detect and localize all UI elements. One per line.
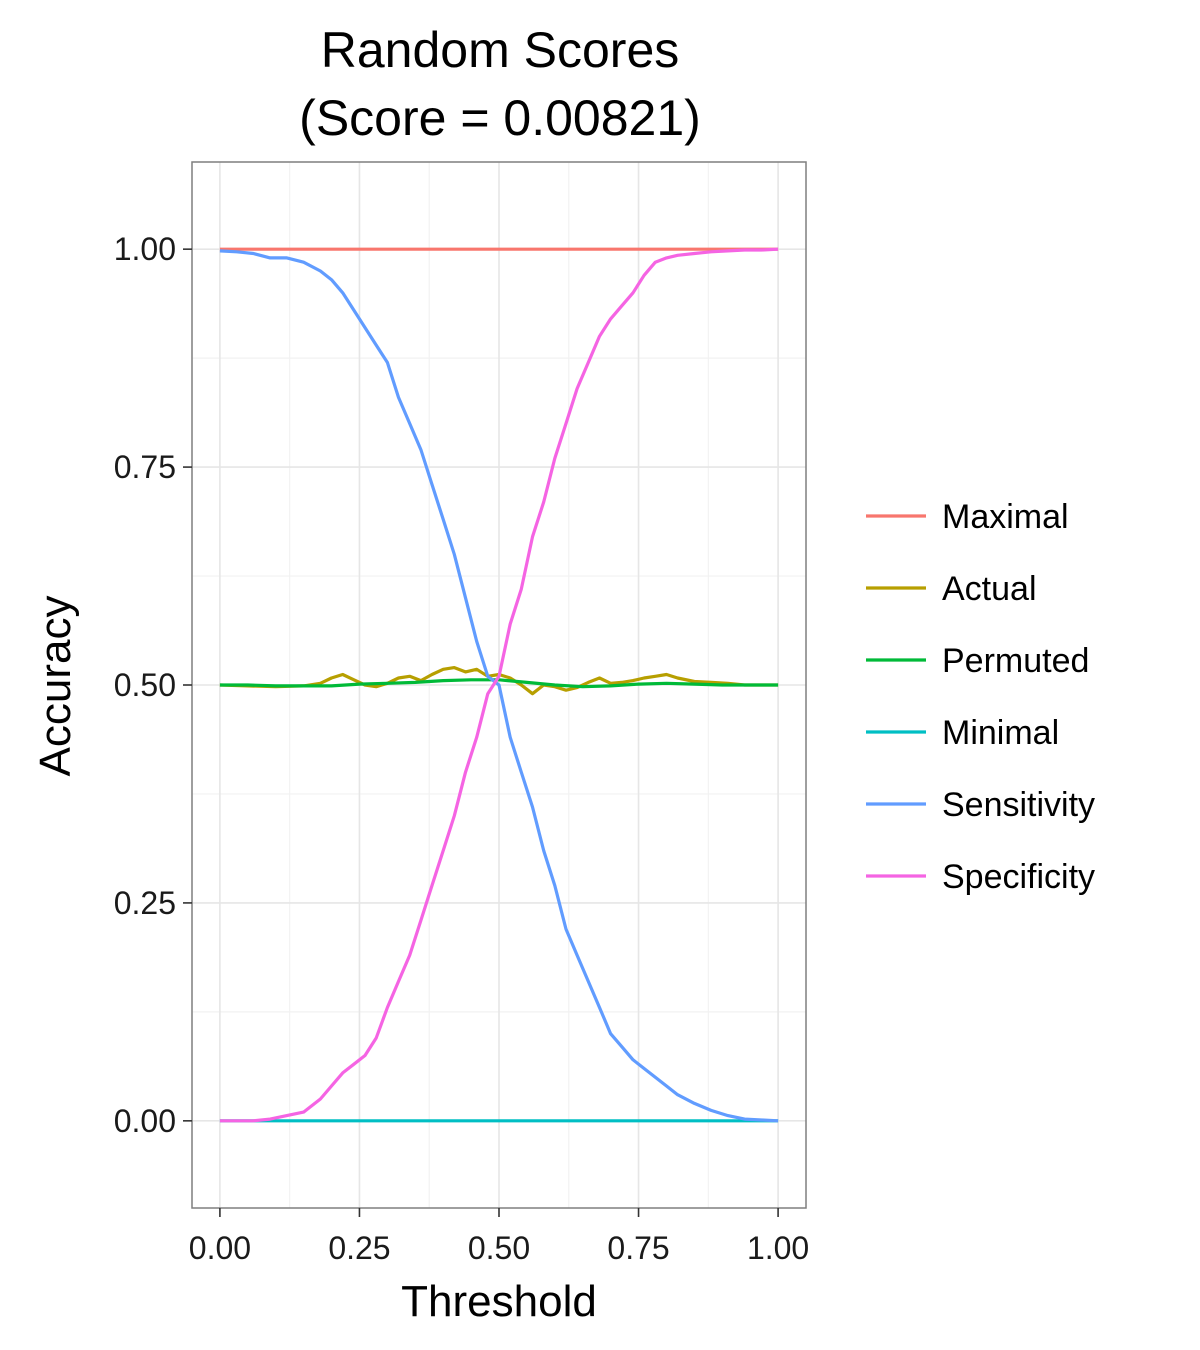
y-axis-title: Accuracy [31,596,80,777]
chart-subtitle: (Score = 0.00821) [299,90,701,146]
series-line-actual [219,666,779,696]
x-tick-label: 0.00 [189,1230,251,1266]
y-tick-label: 0.25 [114,885,176,921]
series-line-permuted [219,678,779,689]
legend-label-maximal: Maximal [942,498,1069,536]
x-tick-label: 0.25 [328,1230,390,1266]
legend-label-specificity: Specificity [942,858,1095,896]
legend: Maximal Actual Permuted Minimal Sensitivity S… [866,498,1095,896]
x-tick-label: 0.50 [468,1230,530,1266]
legend-label-actual: Actual [942,570,1037,608]
chart-title: Random Scores [321,22,680,78]
series-line-specificity [219,247,779,1123]
legend-label-minimal: Minimal [942,714,1059,752]
x-tick-label: 0.75 [607,1230,669,1266]
y-tick-label: 0.00 [114,1103,176,1139]
x-tick-label: 1.00 [747,1230,809,1266]
legend-label-sensitivity: Sensitivity [942,786,1095,824]
y-axis: 0.00 0.25 0.50 0.75 1.00 [114,231,192,1139]
y-tick-label: 0.50 [114,667,176,703]
series-lines [219,247,779,1123]
legend-label-permuted: Permuted [942,642,1089,680]
series-line-sensitivity [219,249,779,1123]
x-axis: 0.00 0.25 0.50 0.75 1.00 [189,1208,809,1266]
y-tick-label: 1.00 [114,231,176,267]
x-axis-title: Threshold [401,1277,597,1326]
y-tick-label: 0.75 [114,449,176,485]
